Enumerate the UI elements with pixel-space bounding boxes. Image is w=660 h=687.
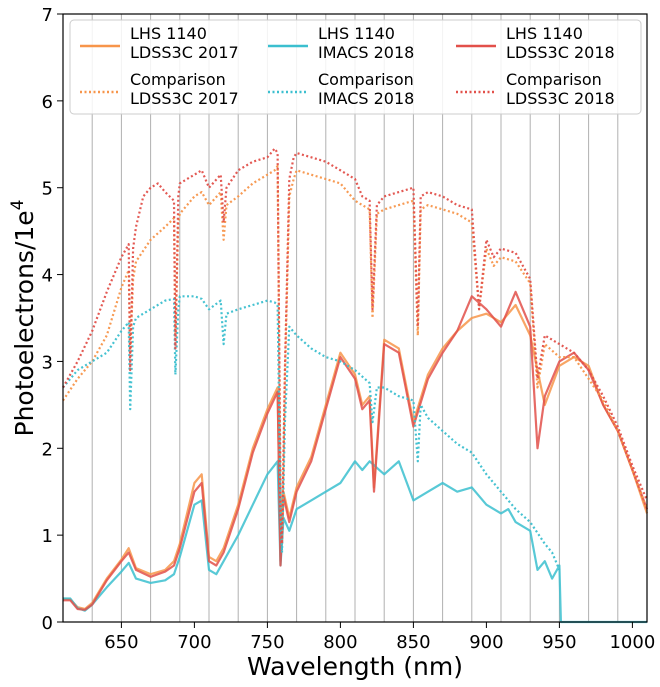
x-axis-label: Wavelength (nm) (247, 652, 463, 681)
x-tick-label: 1000 (609, 632, 655, 653)
x-tick-label: 700 (177, 632, 211, 653)
series-line (62, 295, 561, 571)
y-axis-label-text: Photoelectrons/1e (10, 210, 39, 436)
y-tick-label: 0 (42, 613, 53, 634)
legend-label-line1: LHS 1140 (318, 24, 395, 43)
series-line (62, 147, 649, 545)
y-tick-label: 7 (42, 5, 53, 26)
x-axis-ticks: 650 700 750 800 850 900 950 1000 (104, 622, 655, 653)
legend-label-line1: Comparison (318, 70, 414, 89)
legend-label-line2: LDSS3C 2018 (506, 89, 615, 108)
x-tick-label: 950 (542, 632, 576, 653)
legend-frame (69, 19, 642, 115)
series-lines (62, 147, 649, 624)
legend-label-line2: LDSS3C 2018 (506, 43, 615, 62)
legend-label-line1: LHS 1140 (130, 24, 207, 43)
legend-label-line1: LHS 1140 (506, 24, 583, 43)
legend-label-line2: IMACS 2018 (318, 89, 414, 108)
legend-label-line1: Comparison (506, 70, 602, 89)
y-axis-label-exponent: 4 (8, 200, 28, 211)
y-tick-label: 5 (42, 179, 53, 200)
x-tick-label: 750 (250, 632, 284, 653)
y-tick-label: 3 (42, 352, 53, 373)
legend-label-line1: Comparison (130, 70, 226, 89)
legend-label-line2: LDSS3C 2017 (130, 89, 239, 108)
y-tick-label: 2 (42, 439, 53, 460)
x-tick-label: 800 (323, 632, 357, 653)
y-tick-label: 6 (42, 92, 53, 113)
x-tick-label: 650 (104, 632, 138, 653)
y-axis-ticks: 0 1 2 3 4 5 6 7 (42, 5, 63, 634)
y-axis-label: Photoelectrons/1e4 (8, 200, 39, 437)
series-line (62, 303, 649, 611)
legend-label-line2: IMACS 2018 (318, 43, 414, 62)
y-tick-label: 4 (42, 266, 53, 287)
y-tick-label: 1 (42, 526, 53, 547)
series-line (63, 460, 647, 624)
plot-frame (62, 13, 648, 623)
x-tick-label: 850 (396, 632, 430, 653)
series-line (63, 290, 649, 611)
x-tick-label: 900 (469, 632, 503, 653)
legend-label-line2: LDSS3C 2017 (130, 43, 239, 62)
